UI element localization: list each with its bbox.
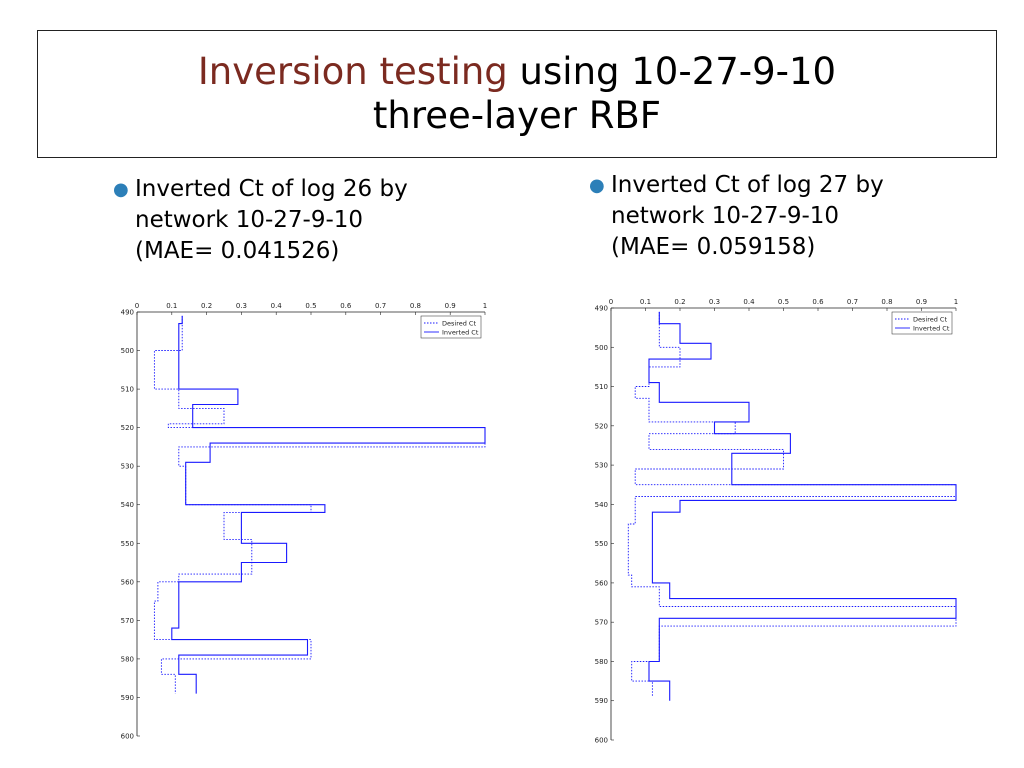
x-tick-label: 0.3: [236, 302, 247, 310]
y-tick-label: 520: [595, 422, 608, 430]
y-tick-label: 560: [595, 579, 608, 587]
title-highlight: Inversion testing: [197, 50, 508, 93]
x-tick-label: 0: [609, 298, 613, 306]
title-rest: using 10-27-9-10: [507, 50, 837, 93]
chart-log-26-svg: 0 0.1 0.2 0.3 0.4 0.5 0.6 0.7 0.8 0.9 1 490 500 510 52…: [121, 302, 488, 741]
title-line-1: Inversion testing using 10-27-9-10: [198, 50, 836, 94]
x-tick-label: 1: [483, 302, 487, 310]
y-tick-label: 590: [595, 697, 608, 705]
y-tick-label: 560: [121, 578, 134, 586]
chart-log-26: 0 0.1 0.2 0.3 0.4 0.5 0.6 0.7 0.8 0.9 1 490 500 510 52…: [115, 296, 495, 742]
x-tick-label: 0.1: [640, 298, 651, 306]
x-tick-label: 0.7: [375, 302, 386, 310]
x-tick-label: 0.2: [201, 302, 212, 310]
bullet-left: ● Inverted Ct of log 26 by network 10-27…: [113, 174, 525, 267]
y-tick-label: 570: [595, 619, 608, 627]
x-tick-label: 0.8: [881, 298, 892, 306]
x-tick-label: 0.2: [674, 298, 685, 306]
y-tick-label: 490: [121, 309, 134, 317]
x-tick-label: 0.6: [340, 302, 352, 310]
bullet-left-line-2: network 10-27-9-10: [135, 207, 364, 233]
slide-title: Inversion testing using 10-27-9-10 three…: [37, 30, 997, 158]
y-tick-label: 550: [121, 540, 134, 548]
x-tick-label: 0: [135, 302, 139, 310]
x-tick-label: 0.7: [847, 298, 858, 306]
y-tick-label: 590: [121, 694, 134, 702]
y-tick-label: 600: [595, 737, 608, 745]
bullet-right-line-1: Inverted Ct of log 27 by: [611, 172, 884, 198]
bullet-dot-icon: ●: [589, 175, 605, 196]
y-tick-label: 500: [595, 344, 608, 352]
x-tick-label: 0.8: [410, 302, 421, 310]
legend-box: [420, 315, 482, 339]
x-tick-label: 0.9: [445, 302, 456, 310]
x-tick-label: 0.5: [305, 302, 316, 310]
x-tick-label: 0.4: [743, 298, 755, 306]
legend-box: [891, 311, 953, 335]
y-tick-label: 600: [121, 733, 134, 741]
chart-log-27: 0 0.1 0.2 0.3 0.4 0.5 0.6 0.7 0.8 0.9 1 490 500 510 52…: [590, 292, 970, 746]
x-tick-label: 0.3: [709, 298, 720, 306]
x-tick-label: 0.1: [166, 302, 177, 310]
x-tick-label: 0.9: [916, 298, 927, 306]
series-line-desired-ct: [627, 311, 957, 697]
y-tick-label: 510: [121, 386, 134, 394]
title-line-2: three-layer RBF: [372, 94, 662, 137]
x-tick-label: 1: [954, 298, 958, 306]
legend-label: Desired Ct: [913, 315, 947, 323]
legend-label: Inverted Ct: [913, 324, 950, 332]
y-tick-label: 490: [595, 305, 608, 313]
y-tick-label: 510: [595, 383, 608, 391]
chart-log-27-svg: 0 0.1 0.2 0.3 0.4 0.5 0.6 0.7 0.8 0.9 1 490 500 510 52…: [595, 298, 959, 745]
y-tick-label: 580: [121, 655, 134, 663]
bullet-right-line-3: (MAE= 0.059158): [611, 234, 816, 260]
y-tick-label: 540: [595, 501, 608, 509]
y-tick-label: 530: [595, 462, 608, 470]
y-tick-label: 570: [121, 617, 134, 625]
bullet-dot-icon: ●: [113, 179, 129, 200]
x-tick-label: 0.4: [271, 302, 283, 310]
y-tick-label: 550: [595, 540, 608, 548]
y-tick-label: 580: [595, 658, 608, 666]
legend-label: Desired Ct: [442, 319, 476, 327]
x-tick-label: 0.5: [778, 298, 789, 306]
series-line-inverted-ct: [171, 315, 486, 694]
legend-label: Inverted Ct: [442, 328, 479, 336]
bullet-left-line-3: (MAE= 0.041526): [135, 238, 340, 264]
y-tick-label: 520: [121, 424, 134, 432]
y-tick-label: 530: [121, 463, 134, 471]
series-line-inverted-ct: [648, 311, 957, 701]
bullet-right-line-2: network 10-27-9-10: [611, 203, 840, 229]
bullet-left-line-1: Inverted Ct of log 26 by: [135, 176, 408, 202]
y-tick-label: 500: [121, 347, 134, 355]
y-tick-label: 540: [121, 501, 134, 509]
bullet-right: ● Inverted Ct of log 27 by network 10-27…: [589, 170, 1001, 263]
x-tick-label: 0.6: [812, 298, 824, 306]
